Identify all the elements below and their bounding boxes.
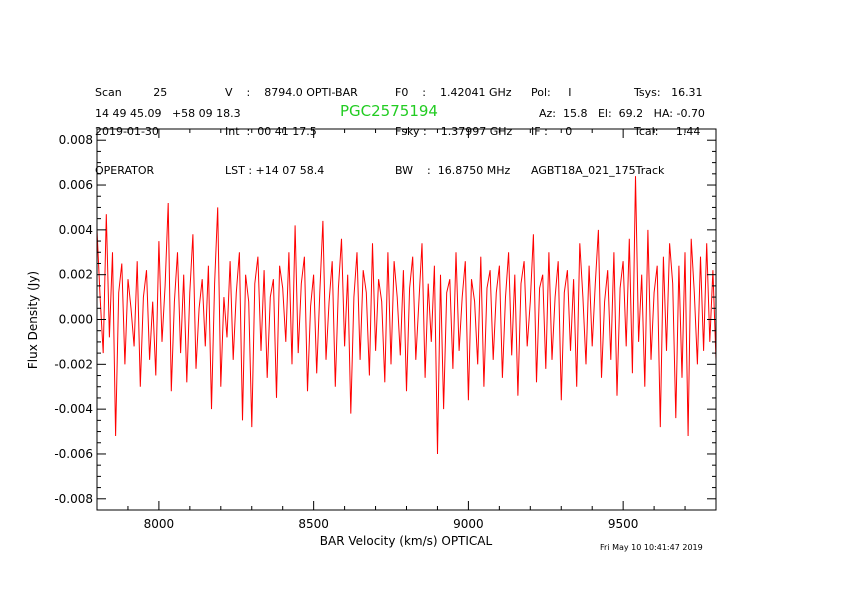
fsky-label: Fsky : 1.37997 GHz [395, 125, 513, 138]
if-label: IF : 0 [531, 125, 573, 138]
header-col2: V : 8794.0 OPTI-BAR Int : 00 41 17.5 LST… [225, 60, 358, 190]
date-label: 2019-01-30 [95, 125, 159, 138]
f0-label: F0 : 1.42041 GHz [395, 86, 512, 99]
operator-label: OPERATOR [95, 164, 155, 177]
coords-label: 14 49 45.09 +58 09 18.3 [95, 107, 241, 120]
pol-label: Pol: I [531, 86, 572, 99]
y-tick-label: 0.000 [59, 313, 93, 327]
ticks-layer: 8000 8500 9000 9500 -0.008 -0.006 -0.004 -0.002… [54, 129, 717, 531]
lst-label: LST : +14 07 58.4 [225, 164, 325, 177]
scan-label: Scan 25 [95, 86, 168, 99]
x-tick-label: 8000 [144, 517, 175, 531]
pointing-label: Az: 15.8 El: 69.2 HA: -0.70 [539, 107, 705, 120]
y-tick-label: -0.006 [54, 447, 93, 461]
tcal-label: Tcal: 1.44 [634, 125, 701, 138]
y-tick-label: 0.008 [59, 133, 93, 147]
y-tick-label: 0.004 [59, 223, 93, 237]
tsys-label: Tsys: 16.31 [634, 86, 703, 99]
y-tick-label: -0.002 [54, 357, 93, 371]
header-col3: F0 : 1.42041 GHz Fsky : 1.37997 GHz BW :… [395, 60, 512, 190]
header-col1: Scan 25 2019-01-30 OPERATOR [95, 60, 167, 190]
timestamp: Fri May 10 10:41:47 2019 [600, 543, 703, 552]
y-tick-label: -0.008 [54, 492, 93, 506]
source-name: PGC2575194 [340, 102, 438, 120]
plot-frame [96, 128, 717, 511]
series-layer [96, 176, 717, 455]
header-col5: Tsys: 16.31 Tcal: 1.44 [634, 60, 703, 177]
series-line-0 [96, 176, 717, 455]
project-label: AGBT18A_021_175Track [531, 164, 665, 177]
x-axis-label: BAR Velocity (km/s) OPTICAL [320, 534, 493, 548]
bw-label: BW : 16.8750 MHz [395, 164, 511, 177]
x-tick-label: 9500 [608, 517, 639, 531]
velocity-label: V : 8794.0 OPTI-BAR [225, 86, 358, 99]
y-tick-label: 0.006 [59, 178, 93, 192]
x-tick-label: 9000 [453, 517, 484, 531]
header-col4: Pol: I IF : 0 AGBT18A_021_175Track [531, 60, 664, 190]
y-axis-label: Flux Density (Jy) [26, 271, 40, 369]
int-label: Int : 00 41 17.5 [225, 125, 317, 138]
y-tick-label: -0.004 [54, 402, 93, 416]
x-tick-label: 8500 [298, 517, 329, 531]
y-tick-label: 0.002 [59, 268, 93, 282]
